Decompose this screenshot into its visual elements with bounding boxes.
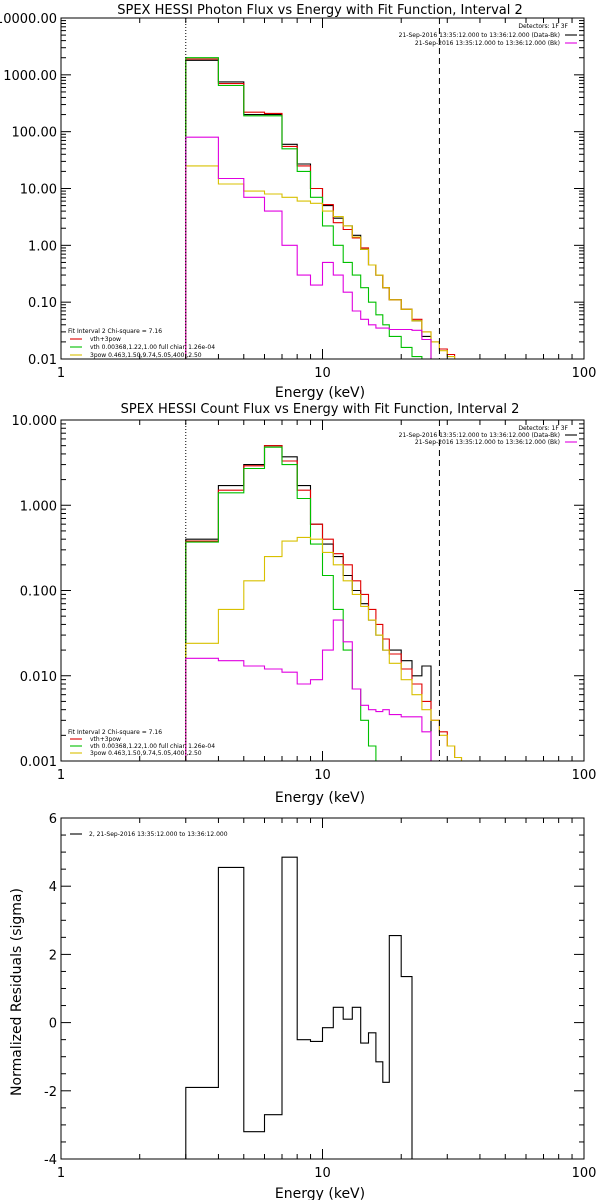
photon-series-group (185, 57, 463, 359)
photon-ytick-label: 10000.00 (0, 12, 57, 27)
count-ytick-label: 0.010 (20, 670, 57, 685)
photon-xtick-label: 10 (314, 366, 331, 381)
photon-ytick-label: 10.00 (20, 183, 57, 198)
photon-flux-panel: SPEX HESSI Photon Flux vs Energy with Fi… (68, 3, 569, 401)
count-series-4 (185, 619, 432, 761)
photon-ytick-label: 0.10 (28, 296, 57, 311)
photon-series-4 (185, 136, 432, 359)
count-flux-panel: SPEX HESSI Count Flux vs Energy with Fit… (68, 402, 569, 806)
photon-ytick-label: 1000.00 (3, 69, 57, 84)
count-fit-text-1: vth+3pow (90, 736, 121, 743)
residuals-panel: Energy (keV) Normalized Residuals (sigma… (9, 831, 365, 1200)
count-fit-text-2: vth 0.00368,1.22,1.00 full chian 1.26e-0… (90, 743, 215, 750)
count-series-2 (185, 446, 377, 761)
count-ytick-label: 10.000 (12, 414, 58, 429)
photon-series-3 (185, 165, 456, 359)
photon-fit-text-1: vth+3pow (90, 336, 121, 343)
count-xtick-label: 1 (57, 768, 65, 783)
count-xlabel: Energy (keV) (275, 790, 365, 806)
count-series-1 (185, 445, 463, 761)
residual-plot-area: 1 10 100 -4 -2 0 2 4 6 (44, 812, 596, 1181)
photon-ytick-label: 100.00 (12, 126, 58, 141)
photon-fit-text-0: Fit Interval 2 Chi-square = 7.16 (68, 328, 162, 335)
count-ytick-label: 0.100 (20, 585, 57, 600)
photon-plot-area: 1 10 100 0.01 0.10 1.00 10.00 100.00 1000.00 1000… (0, 12, 596, 381)
count-info-0: Detectors: 1F 3F (518, 425, 568, 432)
count-ytick-label: 0.001 (20, 755, 57, 770)
residual-ytick-label: 0 (49, 1017, 57, 1032)
photon-xtick-label: 1 (57, 366, 65, 381)
residual-xtick-label: 1 (57, 1166, 65, 1181)
photon-fit-text-2: vth 0.00368,1.22,1.00 full chian 1.26e-0… (90, 344, 215, 351)
residual-xlabel: Energy (keV) (275, 1186, 365, 1200)
residual-series-0 (185, 856, 413, 1159)
residual-xtick-label: 100 (572, 1166, 597, 1181)
photon-ytick-label: 0.01 (28, 353, 57, 368)
residual-frame (60, 817, 585, 1160)
count-plot-area: 1 10 100 0.001 0.010 0.100 1.000 10.000 (12, 414, 597, 783)
residual-ytick-label: 6 (49, 812, 57, 827)
residual-ytick-label: -4 (44, 1153, 57, 1168)
count-ytick-label: 1.000 (20, 499, 57, 514)
photon-series-1 (185, 58, 463, 359)
photon-panel-title: SPEX HESSI Photon Flux vs Energy with Fi… (117, 3, 523, 18)
photon-xlabel: Energy (keV) (275, 385, 365, 401)
residual-xtick-label: 10 (314, 1166, 331, 1181)
count-xtick-label: 10 (314, 768, 331, 783)
count-series-group (185, 445, 463, 761)
count-fit-text-3: 3pow 0.463,1.50,9.74,5.05,400.,2.50 (90, 750, 202, 757)
photon-info-1: 21-Sep-2016 13:35:12.000 to 13:36:12.000… (399, 32, 560, 39)
count-series-0 (185, 445, 432, 761)
photon-xtick-label: 100 (572, 366, 597, 381)
photon-ytick-label: 1.00 (28, 239, 57, 254)
count-info-1: 21-Sep-2016 13:35:12.000 to 13:36:12.000… (399, 432, 560, 439)
photon-info-2: 21-Sep-2016 13:35:12.000 to 13:36:12.000… (415, 40, 560, 47)
photon-info-0: Detectors: 1F 3F (518, 23, 568, 30)
count-info-2: 21-Sep-2016 13:35:12.000 to 13:36:12.000… (415, 439, 560, 446)
photon-series-2 (185, 57, 423, 359)
photon-series-0 (185, 59, 432, 359)
count-xtick-label: 100 (572, 768, 597, 783)
count-series-3 (185, 536, 463, 761)
residual-series-group (185, 856, 413, 1159)
count-panel-title: SPEX HESSI Count Flux vs Energy with Fit… (121, 402, 520, 417)
count-frame (60, 419, 585, 762)
residual-ytick-label: -2 (44, 1085, 57, 1100)
residual-legend-text: 2, 21-Sep-2016 13:35:12.000 to 13:36:12.… (89, 831, 228, 838)
residual-ytick-label: 2 (49, 948, 57, 963)
count-fit-text-0: Fit Interval 2 Chi-square = 7.16 (68, 729, 162, 736)
residual-ytick-label: 4 (49, 880, 57, 895)
photon-fit-text-3: 3pow 0.463,1.50,9.74,5.05,400.,2.50 (90, 352, 202, 359)
residual-ylabel: Normalized Residuals (sigma) (9, 888, 25, 1096)
